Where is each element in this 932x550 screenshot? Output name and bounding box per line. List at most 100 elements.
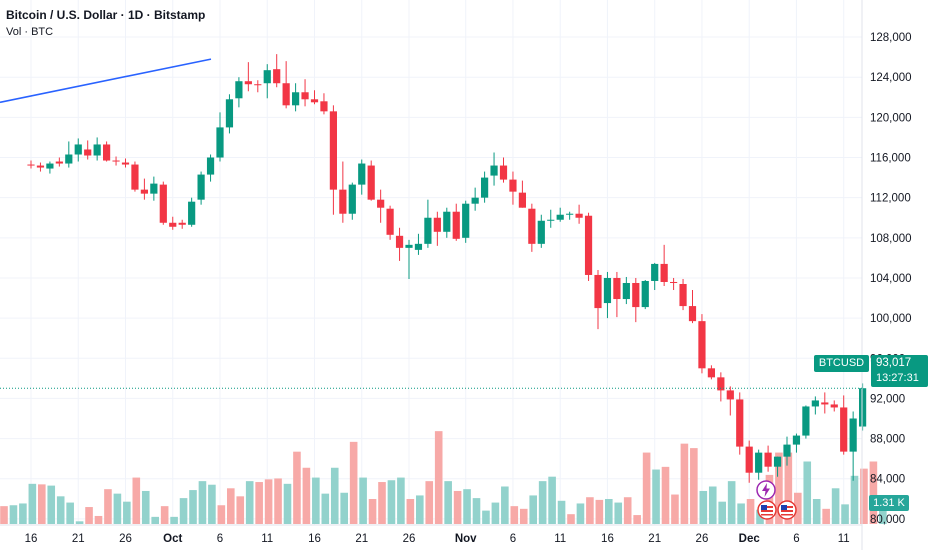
candle-up[interactable] xyxy=(641,280,649,308)
candle-down[interactable] xyxy=(320,101,328,112)
candle-up[interactable] xyxy=(46,163,54,169)
candle-down[interactable] xyxy=(452,211,460,239)
us-flag-event-icon[interactable] xyxy=(777,500,797,520)
candle-down[interactable] xyxy=(244,81,252,85)
candle-down[interactable] xyxy=(169,222,177,227)
price-axis[interactable]: 128,000 124,000 120,000 116,000 112,000 108,0… xyxy=(0,0,912,550)
candle-up[interactable] xyxy=(225,99,234,128)
candle-down[interactable] xyxy=(301,92,309,100)
candle-down[interactable] xyxy=(764,452,772,467)
candle-down[interactable] xyxy=(698,321,706,369)
candle-up[interactable] xyxy=(471,197,479,204)
candle-up[interactable] xyxy=(414,243,423,250)
candle-down[interactable] xyxy=(499,165,508,180)
candle-down[interactable] xyxy=(745,446,753,473)
candle-down[interactable] xyxy=(273,69,281,84)
candle-down[interactable] xyxy=(140,189,148,194)
candle-down[interactable] xyxy=(367,165,375,200)
candle-up[interactable] xyxy=(424,217,432,244)
candle-up[interactable] xyxy=(197,174,205,200)
candle-down[interactable] xyxy=(339,189,347,214)
trendline[interactable] xyxy=(0,58,212,104)
candle-down[interactable] xyxy=(660,263,668,282)
candle-down[interactable] xyxy=(395,235,404,248)
candle-up[interactable] xyxy=(802,406,810,436)
candle-up[interactable] xyxy=(206,157,215,175)
candle-down[interactable] xyxy=(509,179,517,192)
candle-down[interactable] xyxy=(27,164,35,166)
candle-down[interactable] xyxy=(103,144,111,161)
candle-up[interactable] xyxy=(481,177,489,198)
candle-down[interactable] xyxy=(575,213,583,218)
candle-up[interactable] xyxy=(188,201,196,225)
candle-up[interactable] xyxy=(603,277,612,304)
candle-up[interactable] xyxy=(490,165,498,176)
volume-indicator-label[interactable]: Vol · BTC xyxy=(6,26,54,38)
candle-up[interactable] xyxy=(235,81,243,99)
candle-up[interactable] xyxy=(556,214,564,220)
candle-down[interactable] xyxy=(830,404,838,408)
candle-down[interactable] xyxy=(36,165,45,168)
candle-down[interactable] xyxy=(386,208,394,235)
candle-up[interactable] xyxy=(263,70,271,84)
candle-down[interactable] xyxy=(121,162,130,165)
candle-down[interactable] xyxy=(688,306,697,322)
candle-down[interactable] xyxy=(282,83,290,106)
candle-up[interactable] xyxy=(462,203,470,238)
candle-up[interactable] xyxy=(216,127,224,158)
candle-up[interactable] xyxy=(65,154,73,164)
candle-down[interactable] xyxy=(707,368,715,378)
candle-up[interactable] xyxy=(547,219,555,221)
candle-up[interactable] xyxy=(755,452,763,473)
candle-down[interactable] xyxy=(518,192,526,208)
candle-down[interactable] xyxy=(310,99,319,103)
candle-down[interactable] xyxy=(112,160,120,162)
candle-up[interactable] xyxy=(622,282,630,300)
us-flag-event-icon[interactable] xyxy=(757,500,777,520)
candle-down[interactable] xyxy=(329,111,337,190)
candle-up[interactable] xyxy=(74,144,82,155)
candle-down[interactable] xyxy=(131,164,139,190)
candle-down[interactable] xyxy=(55,161,63,164)
candle-down[interactable] xyxy=(670,281,678,283)
time-axis[interactable]: 16 21 26 Oct 6 11 16 21 26 Nov 6 11 16 21 26 Dec 6 11 xyxy=(25,533,850,545)
candle-down[interactable] xyxy=(178,222,186,225)
candle-down[interactable] xyxy=(84,149,92,156)
candle-down[interactable] xyxy=(159,184,167,223)
candle-down[interactable] xyxy=(254,84,262,86)
candle-up[interactable] xyxy=(292,92,300,106)
candle-down[interactable] xyxy=(679,283,687,307)
candle-up[interactable] xyxy=(348,184,356,214)
candle-up[interactable] xyxy=(773,456,782,467)
candle-up[interactable] xyxy=(811,400,819,407)
candle-up[interactable] xyxy=(358,163,366,185)
candle-down[interactable] xyxy=(528,208,536,244)
candle-up[interactable] xyxy=(859,388,867,427)
candle-down[interactable] xyxy=(726,390,734,400)
candle-up[interactable] xyxy=(93,144,101,156)
candle-down[interactable] xyxy=(433,217,441,232)
candle-down[interactable] xyxy=(632,282,640,308)
candle-down[interactable] xyxy=(717,377,725,391)
candlesticks[interactable] xyxy=(27,54,867,483)
candle-up[interactable] xyxy=(849,418,857,452)
trendline-segment[interactable] xyxy=(0,58,212,104)
candle-up[interactable] xyxy=(566,213,574,215)
lightning-event-icon[interactable] xyxy=(756,480,776,500)
candle-down[interactable] xyxy=(584,215,593,275)
candle-down[interactable] xyxy=(594,274,602,309)
candle-up[interactable] xyxy=(405,244,413,248)
candle-up[interactable] xyxy=(150,183,158,194)
symbol-title[interactable]: Bitcoin / U.S. Dollar · 1D · Bitstamp xyxy=(6,8,206,22)
candle-down[interactable] xyxy=(613,277,621,300)
candle-down[interactable] xyxy=(840,407,848,452)
candle-down[interactable] xyxy=(377,199,385,208)
candle-up[interactable] xyxy=(651,263,659,281)
candle-up[interactable] xyxy=(537,220,545,244)
candle-up[interactable] xyxy=(792,435,801,445)
candle-up[interactable] xyxy=(783,444,791,457)
candle-down[interactable] xyxy=(821,402,829,405)
candle-down[interactable] xyxy=(736,399,744,447)
candle-up[interactable] xyxy=(443,211,451,232)
